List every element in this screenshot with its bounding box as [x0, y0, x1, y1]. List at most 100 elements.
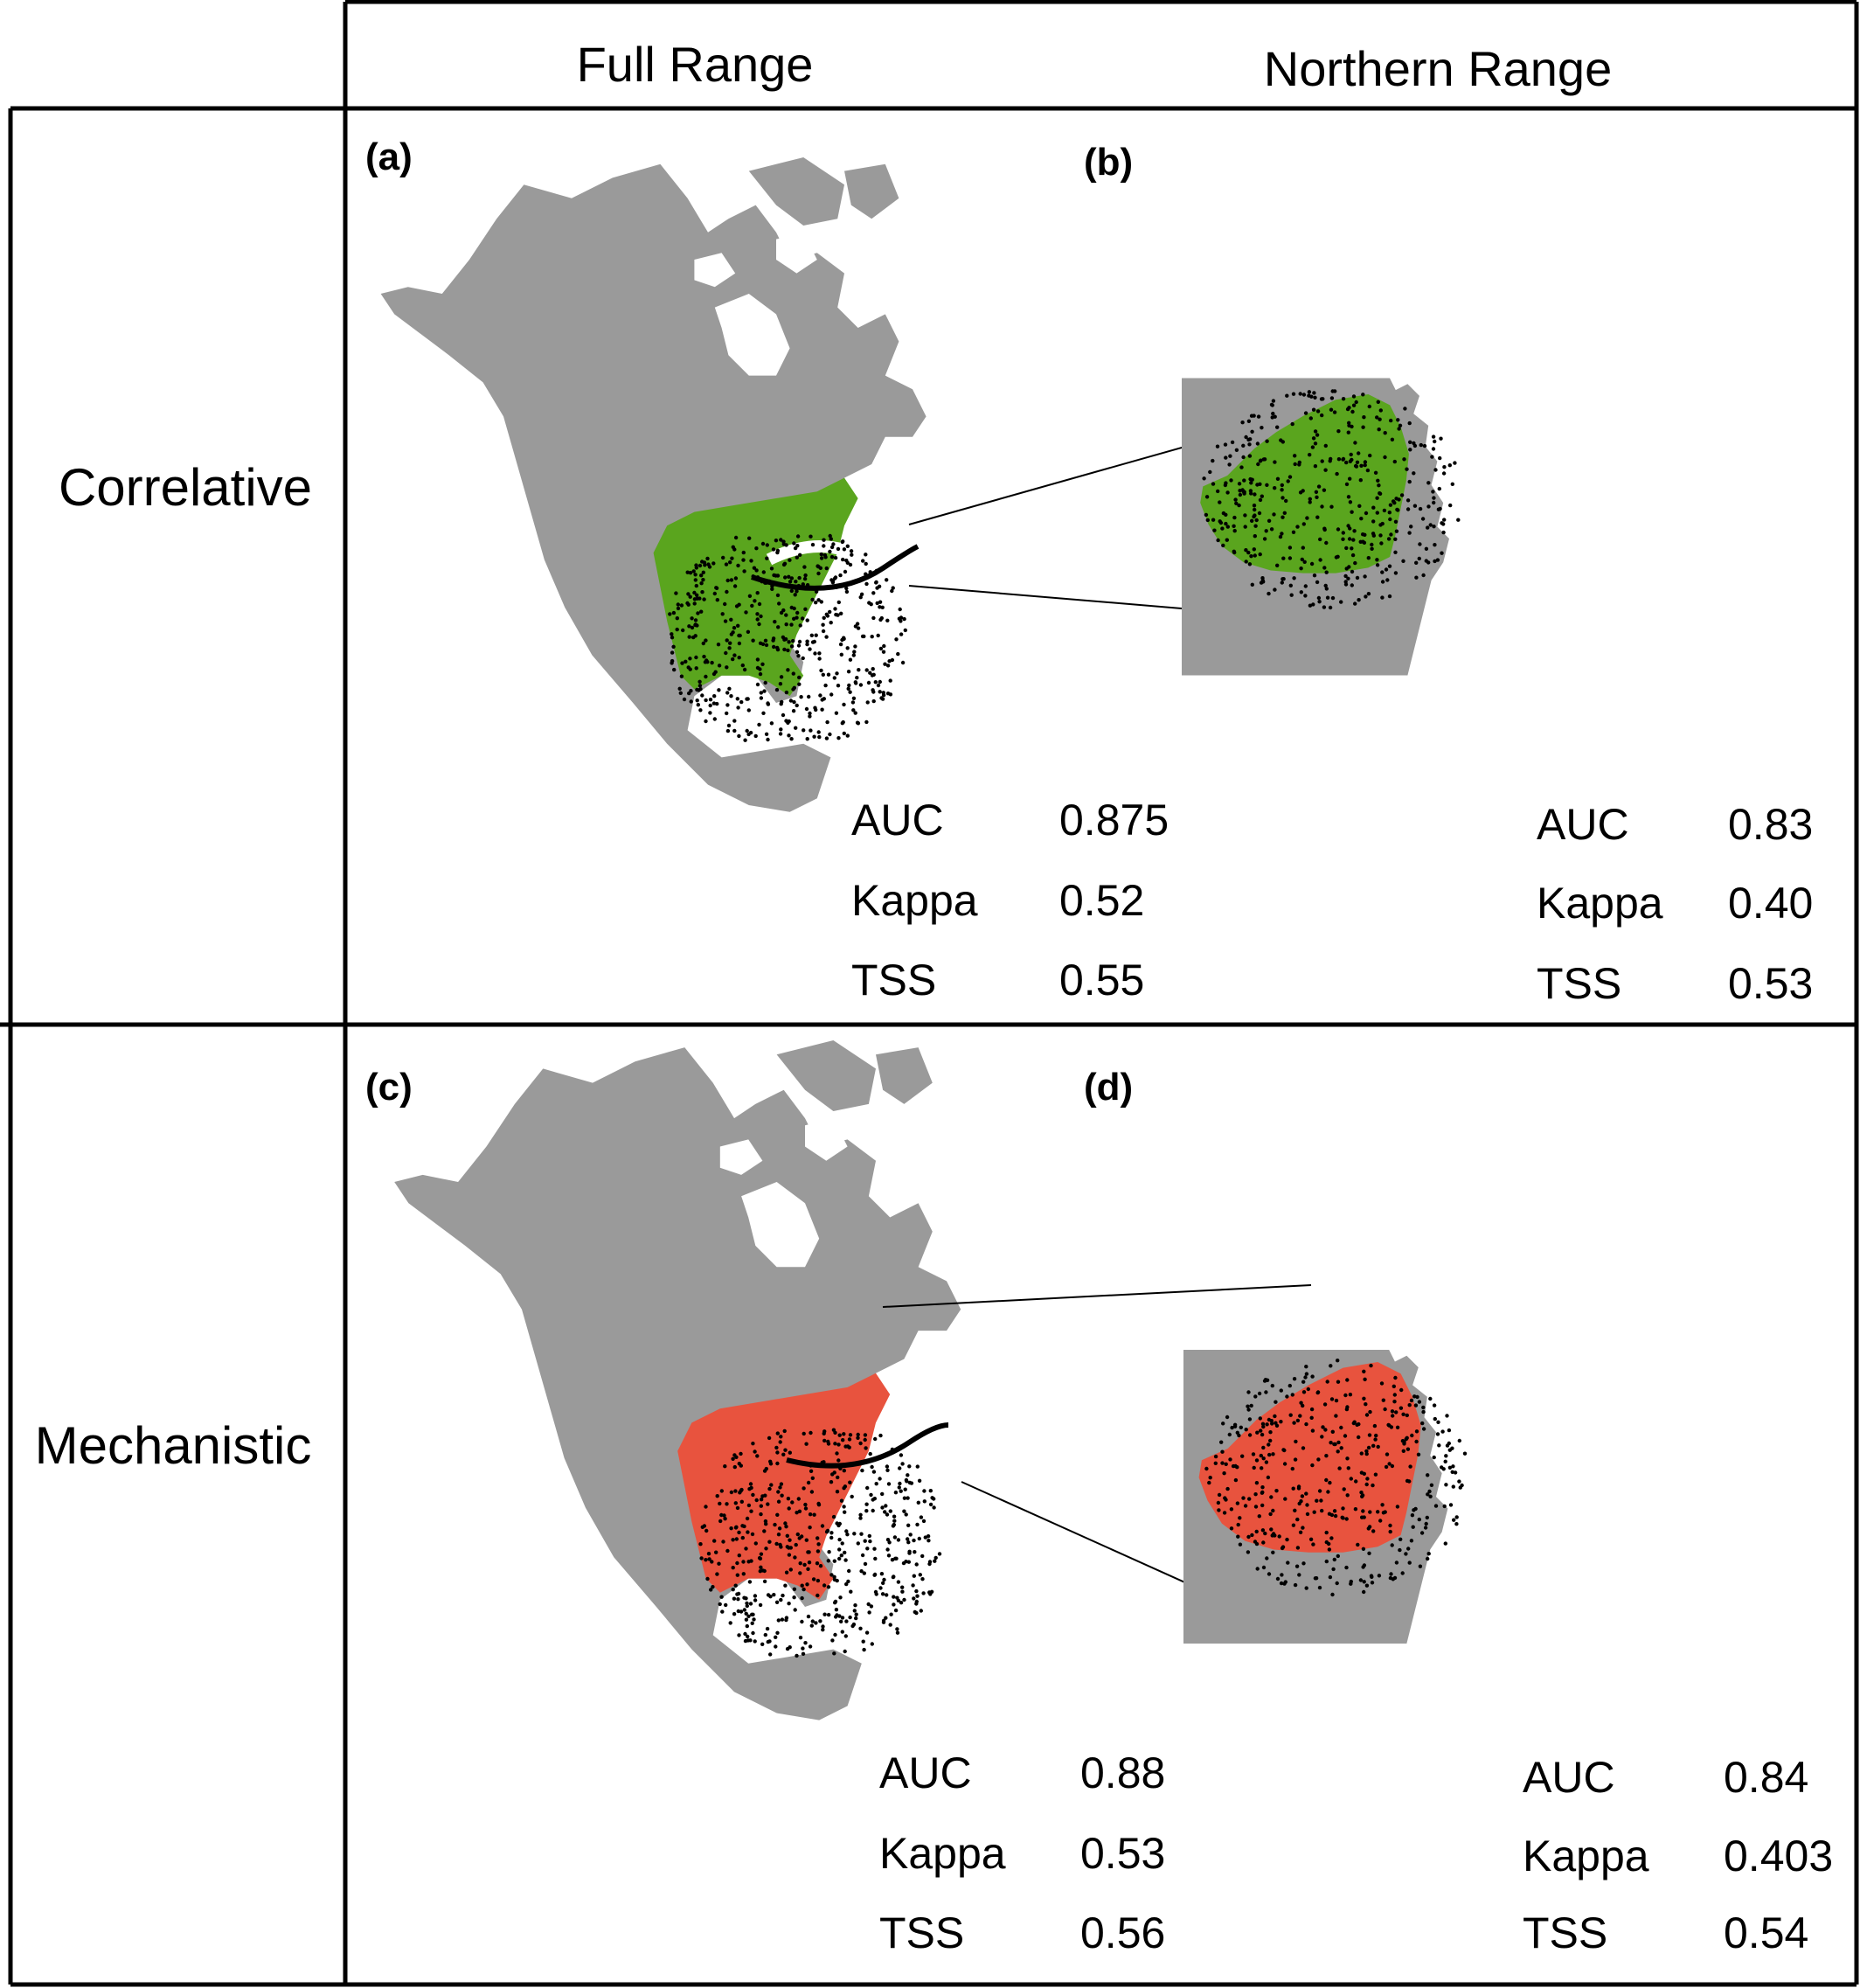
occurrence-point: [1440, 1465, 1444, 1470]
occurrence-point: [1327, 1547, 1332, 1552]
occurrence-point: [1344, 460, 1349, 465]
occurrence-point: [1240, 421, 1245, 425]
occurrence-point: [687, 691, 691, 696]
occurrence-point: [753, 1594, 758, 1598]
occurrence-point: [812, 734, 816, 739]
occurrence-point: [803, 1506, 809, 1511]
occurrence-point: [912, 1574, 917, 1578]
occurrence-point: [688, 594, 692, 599]
occurrence-point: [900, 1585, 905, 1589]
occurrence-point: [795, 555, 799, 560]
occurrence-point: [775, 593, 781, 598]
occurrence-point: [831, 1514, 836, 1519]
occurrence-point: [1293, 454, 1297, 458]
occurrence-point: [779, 1597, 783, 1602]
occurrence-point: [1280, 515, 1285, 519]
occurrence-point: [1432, 1455, 1436, 1460]
occurrence-point: [760, 662, 765, 666]
occurrence-point: [780, 1493, 784, 1498]
occurrence-point: [732, 719, 737, 723]
occurrence-point: [1220, 526, 1225, 531]
occurrence-point: [774, 1600, 780, 1605]
occurrence-point: [755, 617, 760, 622]
occurrence-point: [1388, 1529, 1392, 1534]
occurrence-point: [1224, 1498, 1228, 1502]
occurrence-point: [932, 1497, 936, 1501]
occurrence-point: [1432, 496, 1436, 500]
occurrence-point: [854, 1616, 858, 1621]
occurrence-point: [829, 545, 835, 550]
occurrence-point: [1345, 1456, 1350, 1461]
occurrence-point: [1353, 560, 1357, 566]
occurrence-point: [705, 1576, 710, 1581]
occurrence-point: [737, 641, 742, 646]
occurrence-point: [675, 627, 679, 632]
occurrence-point: [693, 634, 698, 638]
occurrence-point: [874, 580, 878, 585]
occurrence-point: [753, 1639, 757, 1644]
stat-name: AUC: [1537, 800, 1629, 849]
occurrence-point: [1329, 407, 1334, 412]
occurrence-point: [859, 1569, 864, 1574]
occurrence-point: [1346, 430, 1351, 434]
occurrence-point: [836, 736, 841, 740]
occurrence-point: [1307, 390, 1312, 394]
occurrence-point: [835, 1490, 840, 1494]
occurrence-point: [1270, 403, 1275, 407]
occurrence-point: [933, 1559, 937, 1563]
occurrence-point: [765, 1626, 770, 1631]
occurrence-point: [1398, 1537, 1403, 1542]
occurrence-point: [739, 1487, 744, 1492]
occurrence-point: [809, 1469, 814, 1474]
occurrence-point: [843, 1550, 847, 1555]
occurrence-point: [1263, 1531, 1267, 1536]
occurrence-point: [841, 539, 845, 544]
occurrence-point: [1362, 1369, 1366, 1374]
stat-name: AUC: [879, 1748, 972, 1797]
occurrence-point: [937, 1552, 942, 1556]
occurrence-point: [725, 638, 729, 643]
occurrence-point: [1224, 521, 1228, 526]
occurrence-point: [1443, 1459, 1447, 1464]
occurrence-point: [1273, 587, 1277, 592]
occurrence-point: [844, 589, 850, 594]
occurrence-point: [1419, 1531, 1425, 1535]
occurrence-point: [1257, 1391, 1262, 1396]
occurrence-point: [917, 1536, 922, 1541]
occurrence-point: [1450, 482, 1455, 486]
occurrence-point: [1298, 392, 1302, 396]
occurrence-point: [1346, 495, 1351, 499]
occurrence-point: [1327, 1541, 1331, 1547]
occurrence-point: [1228, 1457, 1232, 1462]
occurrence-point: [678, 691, 683, 695]
occurrence-point: [1418, 542, 1422, 546]
occurrence-point: [715, 1572, 719, 1576]
occurrence-point: [1311, 1542, 1315, 1547]
occurrence-point: [1350, 583, 1355, 587]
occurrence-point: [1257, 511, 1262, 516]
occurrence-point: [890, 657, 895, 663]
occurrence-point: [759, 1504, 763, 1508]
occurrence-point: [1244, 1428, 1248, 1432]
occurrence-point: [1375, 415, 1379, 420]
occurrence-point: [758, 667, 762, 671]
occurrence-point: [918, 1573, 923, 1577]
occurrence-point: [824, 1530, 829, 1534]
occurrence-point: [759, 696, 764, 700]
occurrence-point: [902, 1496, 907, 1500]
occurrence-point: [715, 598, 719, 602]
occurrence-point: [741, 550, 746, 555]
stat-value: 0.83: [1728, 800, 1813, 849]
occurrence-point: [1433, 468, 1438, 472]
occurrence-point: [739, 1609, 744, 1614]
occurrence-point: [1309, 1407, 1315, 1412]
occurrence-point: [1267, 518, 1272, 523]
occurrence-point: [732, 1612, 737, 1616]
occurrence-point: [731, 1456, 735, 1462]
occurrence-point: [1229, 478, 1233, 483]
stat-value: 0.55: [1059, 956, 1144, 1004]
occurrence-point: [1426, 481, 1431, 485]
occurrence-point: [1448, 1503, 1454, 1507]
occurrence-point: [839, 1498, 844, 1503]
occurrence-point: [887, 659, 892, 664]
